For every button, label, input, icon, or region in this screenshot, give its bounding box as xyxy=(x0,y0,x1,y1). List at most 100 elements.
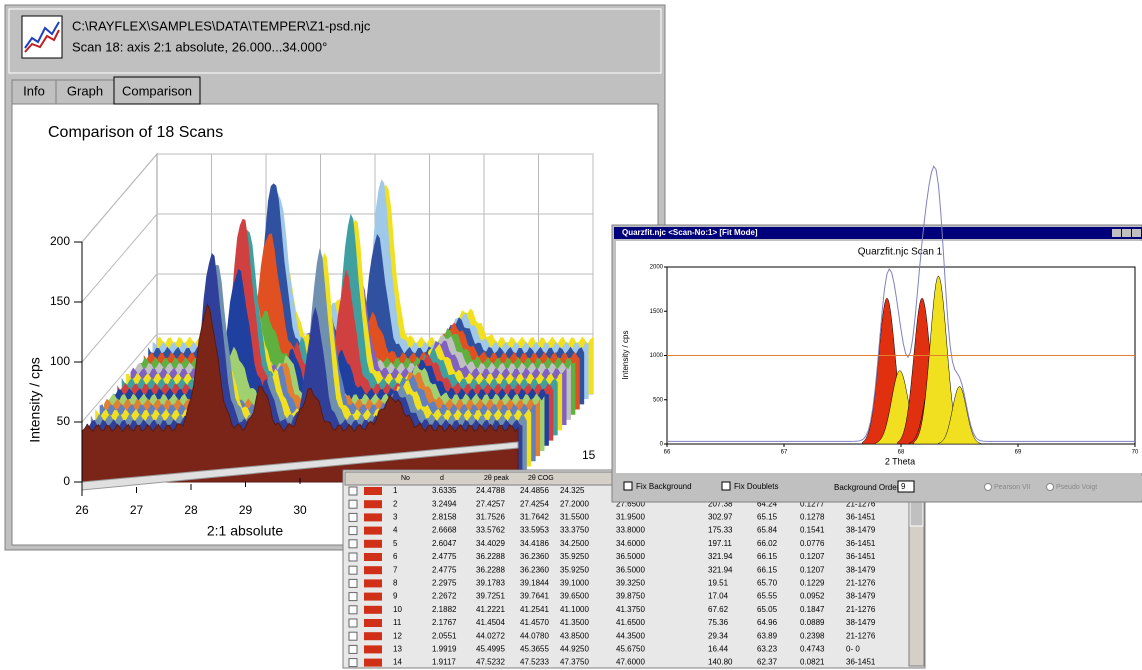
radio[interactable] xyxy=(984,483,992,491)
table-cell: 0.1541 xyxy=(800,526,825,535)
table-cell: 65.05 xyxy=(757,605,778,614)
table-cell: 0.4743 xyxy=(800,645,825,654)
table-cell: 2 xyxy=(393,499,398,508)
y-tick-label: 500 xyxy=(653,397,664,403)
row-checkbox[interactable] xyxy=(348,658,358,668)
row-checkbox[interactable] xyxy=(348,578,358,588)
row-checkbox[interactable] xyxy=(348,552,358,562)
column-header: No xyxy=(401,475,410,482)
checkbox[interactable] xyxy=(623,481,633,491)
table-cell: 302.97 xyxy=(708,513,733,522)
depth-tick-label: 15 xyxy=(582,448,596,462)
table-cell: 33.5953 xyxy=(520,526,549,535)
row-checkbox[interactable] xyxy=(348,565,358,575)
window-title: Quarzfit.njc <Scan-No:1> [Fit Mode] xyxy=(622,228,758,237)
table-cell: 21-1276 xyxy=(846,631,876,640)
row-color xyxy=(364,592,382,601)
y-tick-label: 200 xyxy=(50,234,70,248)
radio[interactable] xyxy=(1046,483,1054,491)
table-cell: 0.1278 xyxy=(800,513,825,522)
y-tick-label: 0 xyxy=(660,442,664,448)
table-cell: 45.6750 xyxy=(616,645,645,654)
table-cell: 45.4995 xyxy=(476,645,505,654)
table-cell: 34.4029 xyxy=(476,539,505,548)
row-checkbox[interactable] xyxy=(348,499,358,509)
table-cell: 10 xyxy=(393,605,402,614)
x-tick-label: 27 xyxy=(130,503,144,517)
table-cell: 2.2672 xyxy=(432,592,457,601)
table-cell: 175.33 xyxy=(708,526,733,535)
table-cell: 44.0780 xyxy=(520,631,549,640)
table-cell: 1.9919 xyxy=(432,645,457,654)
table-cell: 0.1207 xyxy=(800,552,825,561)
table-cell: 33.5762 xyxy=(476,526,505,535)
table-cell: 41.1000 xyxy=(560,605,589,614)
table-cell: 36-1451 xyxy=(846,513,876,522)
table-cell: 31.7526 xyxy=(476,513,505,522)
table-cell: 0- 0 xyxy=(846,645,860,654)
table-cell: 64.96 xyxy=(757,618,778,627)
tab[interactable] xyxy=(11,79,57,105)
table-cell: 34.6000 xyxy=(616,539,645,548)
row-color xyxy=(364,513,382,522)
row-checkbox[interactable] xyxy=(348,526,358,536)
table-cell: 66.15 xyxy=(757,552,778,561)
row-color xyxy=(364,539,382,548)
header-panel xyxy=(8,8,662,74)
text-field[interactable] xyxy=(897,480,915,493)
x-axis-label: 2 Theta xyxy=(885,456,915,466)
table-cell: 38-1479 xyxy=(846,618,876,627)
row-checkbox[interactable] xyxy=(348,631,358,641)
row-checkbox[interactable] xyxy=(348,592,358,602)
radio-label: Pseudo Voigt xyxy=(1056,484,1097,491)
tab[interactable] xyxy=(55,79,115,105)
row-color xyxy=(364,632,382,641)
peak-table-window: No d 2θ peak 2θ COG 1 3.6335 24.4788 24.4856 24.… xyxy=(342,469,926,669)
table-cell: 0.0776 xyxy=(800,539,825,548)
table-cell: 21-1276 xyxy=(846,579,876,588)
x-tick-label: 68 xyxy=(898,450,905,456)
table-cell: 36-1451 xyxy=(846,658,876,667)
row-color xyxy=(364,579,382,588)
row-checkbox[interactable] xyxy=(348,486,358,496)
window-buttons[interactable] xyxy=(1112,229,1141,237)
table-cell: 41.6500 xyxy=(616,618,645,627)
row-checkbox[interactable] xyxy=(348,644,358,654)
row-checkbox[interactable] xyxy=(348,605,358,615)
table-cell: 43.8500 xyxy=(560,631,589,640)
table-cell: 39.8750 xyxy=(616,592,645,601)
table-cell: 2.6668 xyxy=(432,526,457,535)
table-cell: 0.0889 xyxy=(800,618,825,627)
tab[interactable] xyxy=(113,76,201,105)
y-axis-label: Intensity / cps xyxy=(27,357,43,443)
table-cell: 47.3750 xyxy=(560,658,589,667)
column-header: 2θ peak xyxy=(484,475,509,482)
table-cell: 33.8000 xyxy=(616,526,645,535)
table-cell: 2.1882 xyxy=(432,605,457,614)
table-cell: 36-1451 xyxy=(846,539,876,548)
table-cell: 27.6500 xyxy=(616,499,645,508)
row-checkbox[interactable] xyxy=(348,539,358,549)
table-frame xyxy=(342,469,926,669)
checkbox[interactable] xyxy=(721,481,731,491)
table-cell: 66.15 xyxy=(757,565,778,574)
table-cell: 21-1276 xyxy=(846,499,876,508)
table-cell: 36.2288 xyxy=(476,552,505,561)
row-color xyxy=(364,553,382,561)
table-cell: 35.9250 xyxy=(560,565,589,574)
table-cell: 36.2360 xyxy=(520,552,549,561)
row-checkbox[interactable] xyxy=(348,618,358,628)
table-cell: 14 xyxy=(393,658,402,667)
table-cell: 4 xyxy=(393,526,398,535)
table-cell: 24.4788 xyxy=(476,486,505,495)
table-cell: 0.1207 xyxy=(800,565,825,574)
checkbox-label: Fix Doublets xyxy=(734,482,778,491)
row-checkbox[interactable] xyxy=(348,512,358,522)
fit-window: Quarzfit.njc <Scan-No:1> [Fit Mode] Quar… xyxy=(611,165,1142,503)
table-cell: 36.5000 xyxy=(616,552,645,561)
fitted-peak xyxy=(938,386,981,445)
y-tick-label: 2000 xyxy=(650,265,664,271)
table-cell: 44.3500 xyxy=(616,631,645,640)
table-cell: 0.2398 xyxy=(800,631,825,640)
